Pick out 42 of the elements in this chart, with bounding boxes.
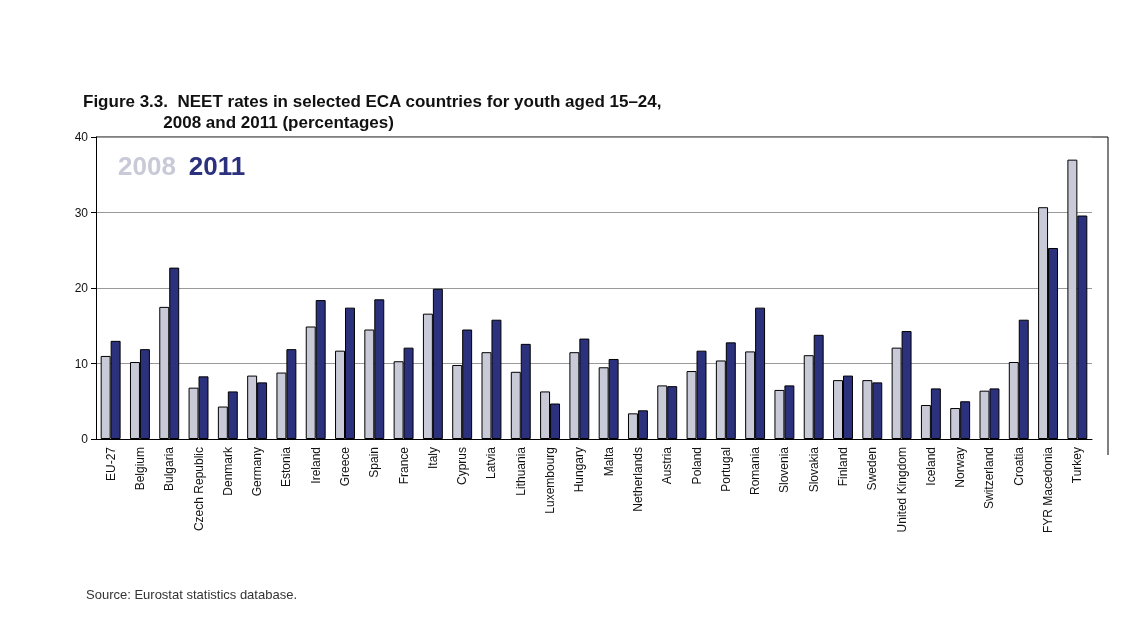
x-tick-label: Sweden (865, 447, 880, 491)
x-tick-label: Slovenia (777, 446, 792, 494)
x-tick-label: France (396, 446, 411, 485)
x-tick-label: Latvia (484, 446, 499, 480)
y-tick-label: 40 (74, 130, 89, 144)
y-tick-label: 10 (74, 356, 89, 371)
x-tick-label: Hungary (572, 447, 587, 493)
y-tick-label: 20 (74, 281, 89, 295)
x-tick-label: Bulgaria (162, 446, 177, 492)
x-tick-label: Estonia (279, 446, 294, 488)
y-tick-label: 30 (74, 205, 89, 220)
x-tick-label: Turkey (1070, 447, 1085, 484)
x-tick-label: Lithuania (513, 446, 528, 496)
x-tick-label: Germany (250, 447, 265, 497)
source-note: Source: Eurostat statistics database. (86, 587, 297, 602)
x-tick-label: Romania (748, 446, 763, 496)
x-tick-label: Belgium (132, 447, 147, 491)
x-tick-label: Norway (953, 447, 968, 488)
x-tick-label: Finland (836, 447, 850, 487)
x-tick-label: Luxembourg (543, 447, 558, 514)
x-tick-label: Czech Republic (191, 447, 206, 532)
x-tick-label: Netherlands (630, 447, 645, 512)
x-tick-label: Malta (601, 446, 616, 477)
x-tick-label: Greece (338, 446, 352, 487)
x-tick-label: Iceland (923, 447, 938, 486)
x-tick-label: EU-27 (103, 446, 118, 482)
x-tick-label: Austria (660, 446, 675, 485)
x-tick-label: Slovakia (806, 446, 821, 493)
x-tick-label: Italy (425, 447, 440, 470)
x-tick-label: Spain (367, 447, 382, 478)
x-tick-label: Poland (689, 447, 704, 485)
x-tick-label: Ireland (308, 447, 323, 484)
x-tick-label: Croatia (1011, 446, 1026, 486)
text: 2011 (188, 151, 246, 181)
x-tick-label: Switzerland (982, 447, 997, 510)
chart-title: Figure 3.3. NEET rates in selected ECA countries for youth aged 15–24, 2008 and 2011 (percentages) (83, 92, 662, 132)
x-tick-label: Denmark (220, 446, 235, 496)
x-tick-label: Portugal (718, 447, 733, 492)
x-tick-label: FYR Macedonia (1041, 446, 1056, 534)
x-tick-label: United Kingdom (894, 447, 909, 533)
x-tick-label: Cyprus (455, 447, 470, 486)
y-tick-label: 0 (81, 432, 89, 446)
